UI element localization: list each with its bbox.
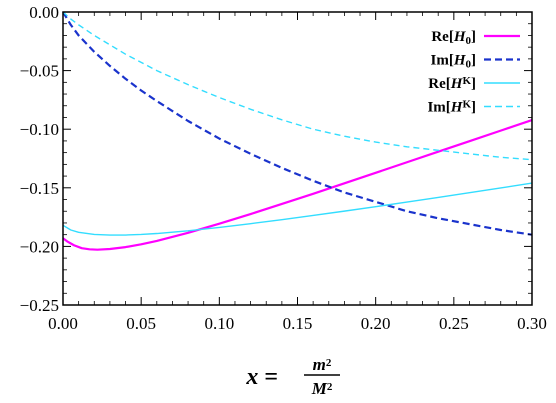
series-line-4 [62, 11, 533, 161]
x-tick-label: 0.00 [48, 314, 78, 333]
axis-ticks-group [62, 11, 533, 306]
x-tick-label: 0.15 [283, 314, 313, 333]
x-tick-label: 0.20 [361, 314, 391, 333]
legend-label: Im[H0] [431, 53, 477, 71]
legend-label: Re[H0] [431, 29, 476, 47]
series-line-3 [62, 182, 533, 236]
legend-label: Re[HK] [428, 75, 476, 92]
x-tick-label: 0.30 [517, 314, 547, 333]
y-tick-label: −0.10 [20, 120, 59, 139]
series-line-2 [62, 11, 533, 236]
y-tick-label: −0.05 [20, 62, 59, 81]
x-label-lhs: x = [245, 364, 278, 390]
y-tick-label: 0.00 [29, 3, 59, 22]
x-label-numerator: m2 [313, 355, 332, 374]
legend-label: Im[HK] [427, 98, 476, 115]
y-tick-label: −0.20 [20, 237, 59, 256]
x-axis-label: x = m2 M2 [245, 355, 340, 398]
x-tick-label: 0.25 [439, 314, 469, 333]
legend: Re[H0] Im[H0] Re[HK] Im[HK] [427, 29, 520, 116]
tick-labels-group: 0.00 0.05 0.10 0.15 0.20 0.25 0.30 0.00 −0.05 −0.… [20, 3, 547, 333]
y-tick-label: −0.15 [20, 179, 59, 198]
x-label-denominator: M2 [311, 379, 333, 398]
y-tick-label: −0.25 [20, 296, 59, 315]
x-tick-label: 0.10 [204, 314, 234, 333]
series-line-1 [62, 119, 533, 251]
data-series-group [62, 11, 533, 251]
x-tick-label: 0.05 [126, 314, 156, 333]
